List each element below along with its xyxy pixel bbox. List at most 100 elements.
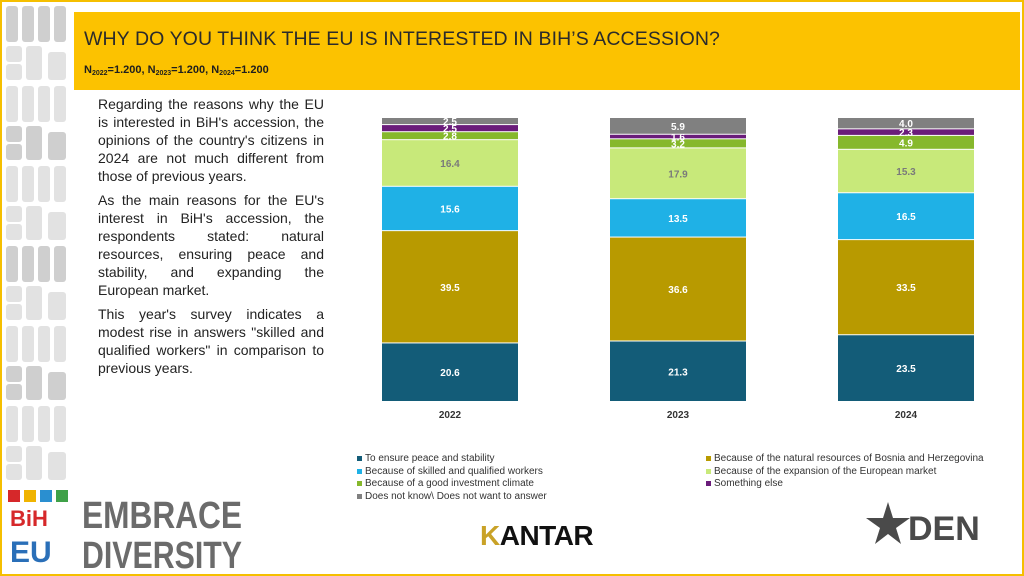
kantar-logo: KANTAR (480, 520, 594, 552)
legend-label: Because of skilled and qualified workers (365, 465, 543, 477)
sample-2022: N2022=1.200, (84, 64, 148, 77)
pattern-tile (6, 6, 66, 42)
logo-mark-eu: EU (10, 536, 52, 569)
data-label: 13.5 (668, 214, 688, 225)
bih-eu-logo-mark: BiH EU (8, 490, 68, 569)
legend-item: Does not know\ Does not want to answer (357, 491, 706, 503)
legend-swatch (357, 481, 362, 487)
legend-swatch (357, 456, 362, 462)
bar-segment (838, 193, 974, 240)
pattern-tile (6, 286, 66, 320)
bar-segment (382, 132, 518, 140)
data-label: 2.5 (443, 117, 457, 128)
data-label: 36.6 (668, 285, 688, 296)
bar-segment (838, 335, 974, 401)
bar-segment (610, 118, 746, 134)
pattern-tile (6, 166, 66, 202)
kantar-logo-k: K (480, 520, 500, 551)
header-band (74, 12, 1020, 90)
legend-item: Something else (706, 478, 1006, 490)
sample-2024: N2024=1.200 (211, 64, 269, 77)
data-label: 15.3 (896, 167, 916, 178)
bar-segment (838, 135, 974, 149)
logo-text-diversity: DIVERSITY (82, 535, 242, 572)
data-label: 2.3 (899, 128, 913, 139)
commentary-paragraph-1: Regarding the reasons why the EU is inte… (98, 96, 324, 184)
data-label: 1.6 (671, 133, 685, 144)
data-label: 33.5 (896, 283, 916, 294)
legend-item: Because of a good investment climate (357, 478, 706, 490)
legend-label: Because of a good investment climate (365, 478, 534, 490)
bar-segment (382, 125, 518, 132)
bih-eu-pattern-graphic (6, 6, 66, 480)
bar-segment (610, 134, 746, 139)
den-logo-text: DEN (908, 510, 980, 548)
data-label: 21.3 (668, 367, 688, 378)
logo-text-embrace: EMBRACE (82, 495, 242, 537)
chart-legend: To ensure peace and stability Because of … (357, 453, 1017, 502)
legend-swatch (357, 493, 362, 499)
commentary-paragraph-2: As the main reasons for the EU's interes… (98, 192, 324, 298)
bar-segment (382, 118, 518, 125)
legend-label: Something else (714, 478, 783, 490)
legend-swatch (706, 481, 711, 487)
den-logo: DEN (866, 502, 980, 548)
page-title: WHY DO YOU THINK THE EU IS INTERESTED IN… (84, 28, 720, 50)
legend-label: Does not know\ Does not want to answer (365, 490, 547, 502)
legend-label: To ensure peace and stability (365, 453, 495, 465)
bar-segment (610, 148, 746, 199)
legend-item: Because of the natural resources of Bosn… (706, 453, 1006, 465)
sample-2023: N2023=1.200, (147, 64, 212, 77)
pattern-tile (6, 246, 66, 282)
embrace-diversity-logo: BiH EU EMBRACE DIVERSITY (8, 490, 242, 572)
bar-segment (610, 199, 746, 237)
pattern-tile (6, 46, 66, 80)
x-tick-label: 2022 (439, 410, 462, 421)
legend-swatch (706, 456, 711, 462)
legend-label: Because of the expansion of the European… (714, 465, 937, 477)
stacked-bar-chart: 20.639.515.616.42.82.52.5202221.336.613.… (382, 117, 974, 421)
legend-item: Because of the expansion of the European… (706, 466, 1006, 478)
data-label: 5.9 (671, 122, 685, 133)
data-label: 3.2 (671, 139, 685, 150)
pattern-tile (6, 366, 66, 400)
bar-segment (610, 341, 746, 401)
data-label: 2.8 (443, 132, 457, 143)
legend-item: To ensure peace and stability (357, 453, 706, 465)
bar-segment (838, 149, 974, 193)
bar-segment (610, 139, 746, 148)
bar-segment (382, 186, 518, 231)
bar-segment (382, 343, 518, 401)
bar-segment (838, 118, 974, 129)
commentary-text: Regarding the reasons why the EU is inte… (98, 95, 324, 383)
pattern-tile (6, 86, 66, 122)
data-label: 23.5 (896, 364, 916, 375)
pattern-tile (6, 406, 66, 442)
data-label: 15.6 (440, 204, 460, 215)
pattern-tile (6, 206, 66, 240)
legend-item: Because of skilled and qualified workers (357, 466, 706, 478)
bar-segment (838, 129, 974, 135)
pattern-tile (6, 326, 66, 362)
data-label: 16.5 (896, 212, 916, 223)
data-label: 4.0 (899, 119, 913, 130)
sample-size-label: N2022=1.200, N2023=1.200, N2024=1.200 (84, 64, 269, 77)
data-label: 39.5 (440, 283, 460, 294)
x-tick-label: 2024 (895, 410, 918, 421)
bar-segment (838, 240, 974, 335)
kantar-logo-rest: ANTAR (499, 520, 594, 551)
legend-swatch (357, 468, 362, 474)
pattern-tile (6, 446, 66, 480)
x-tick-label: 2023 (667, 410, 690, 421)
data-label: 4.9 (899, 138, 913, 149)
legend-swatch (706, 468, 711, 474)
data-label: 16.4 (440, 159, 460, 170)
den-star-icon (866, 502, 910, 544)
data-label: 17.9 (668, 169, 688, 180)
data-label: 2.5 (443, 124, 457, 135)
bar-segment (382, 140, 518, 186)
bar-segment (382, 231, 518, 343)
pattern-tile (6, 126, 66, 160)
data-label: 20.6 (440, 368, 460, 379)
